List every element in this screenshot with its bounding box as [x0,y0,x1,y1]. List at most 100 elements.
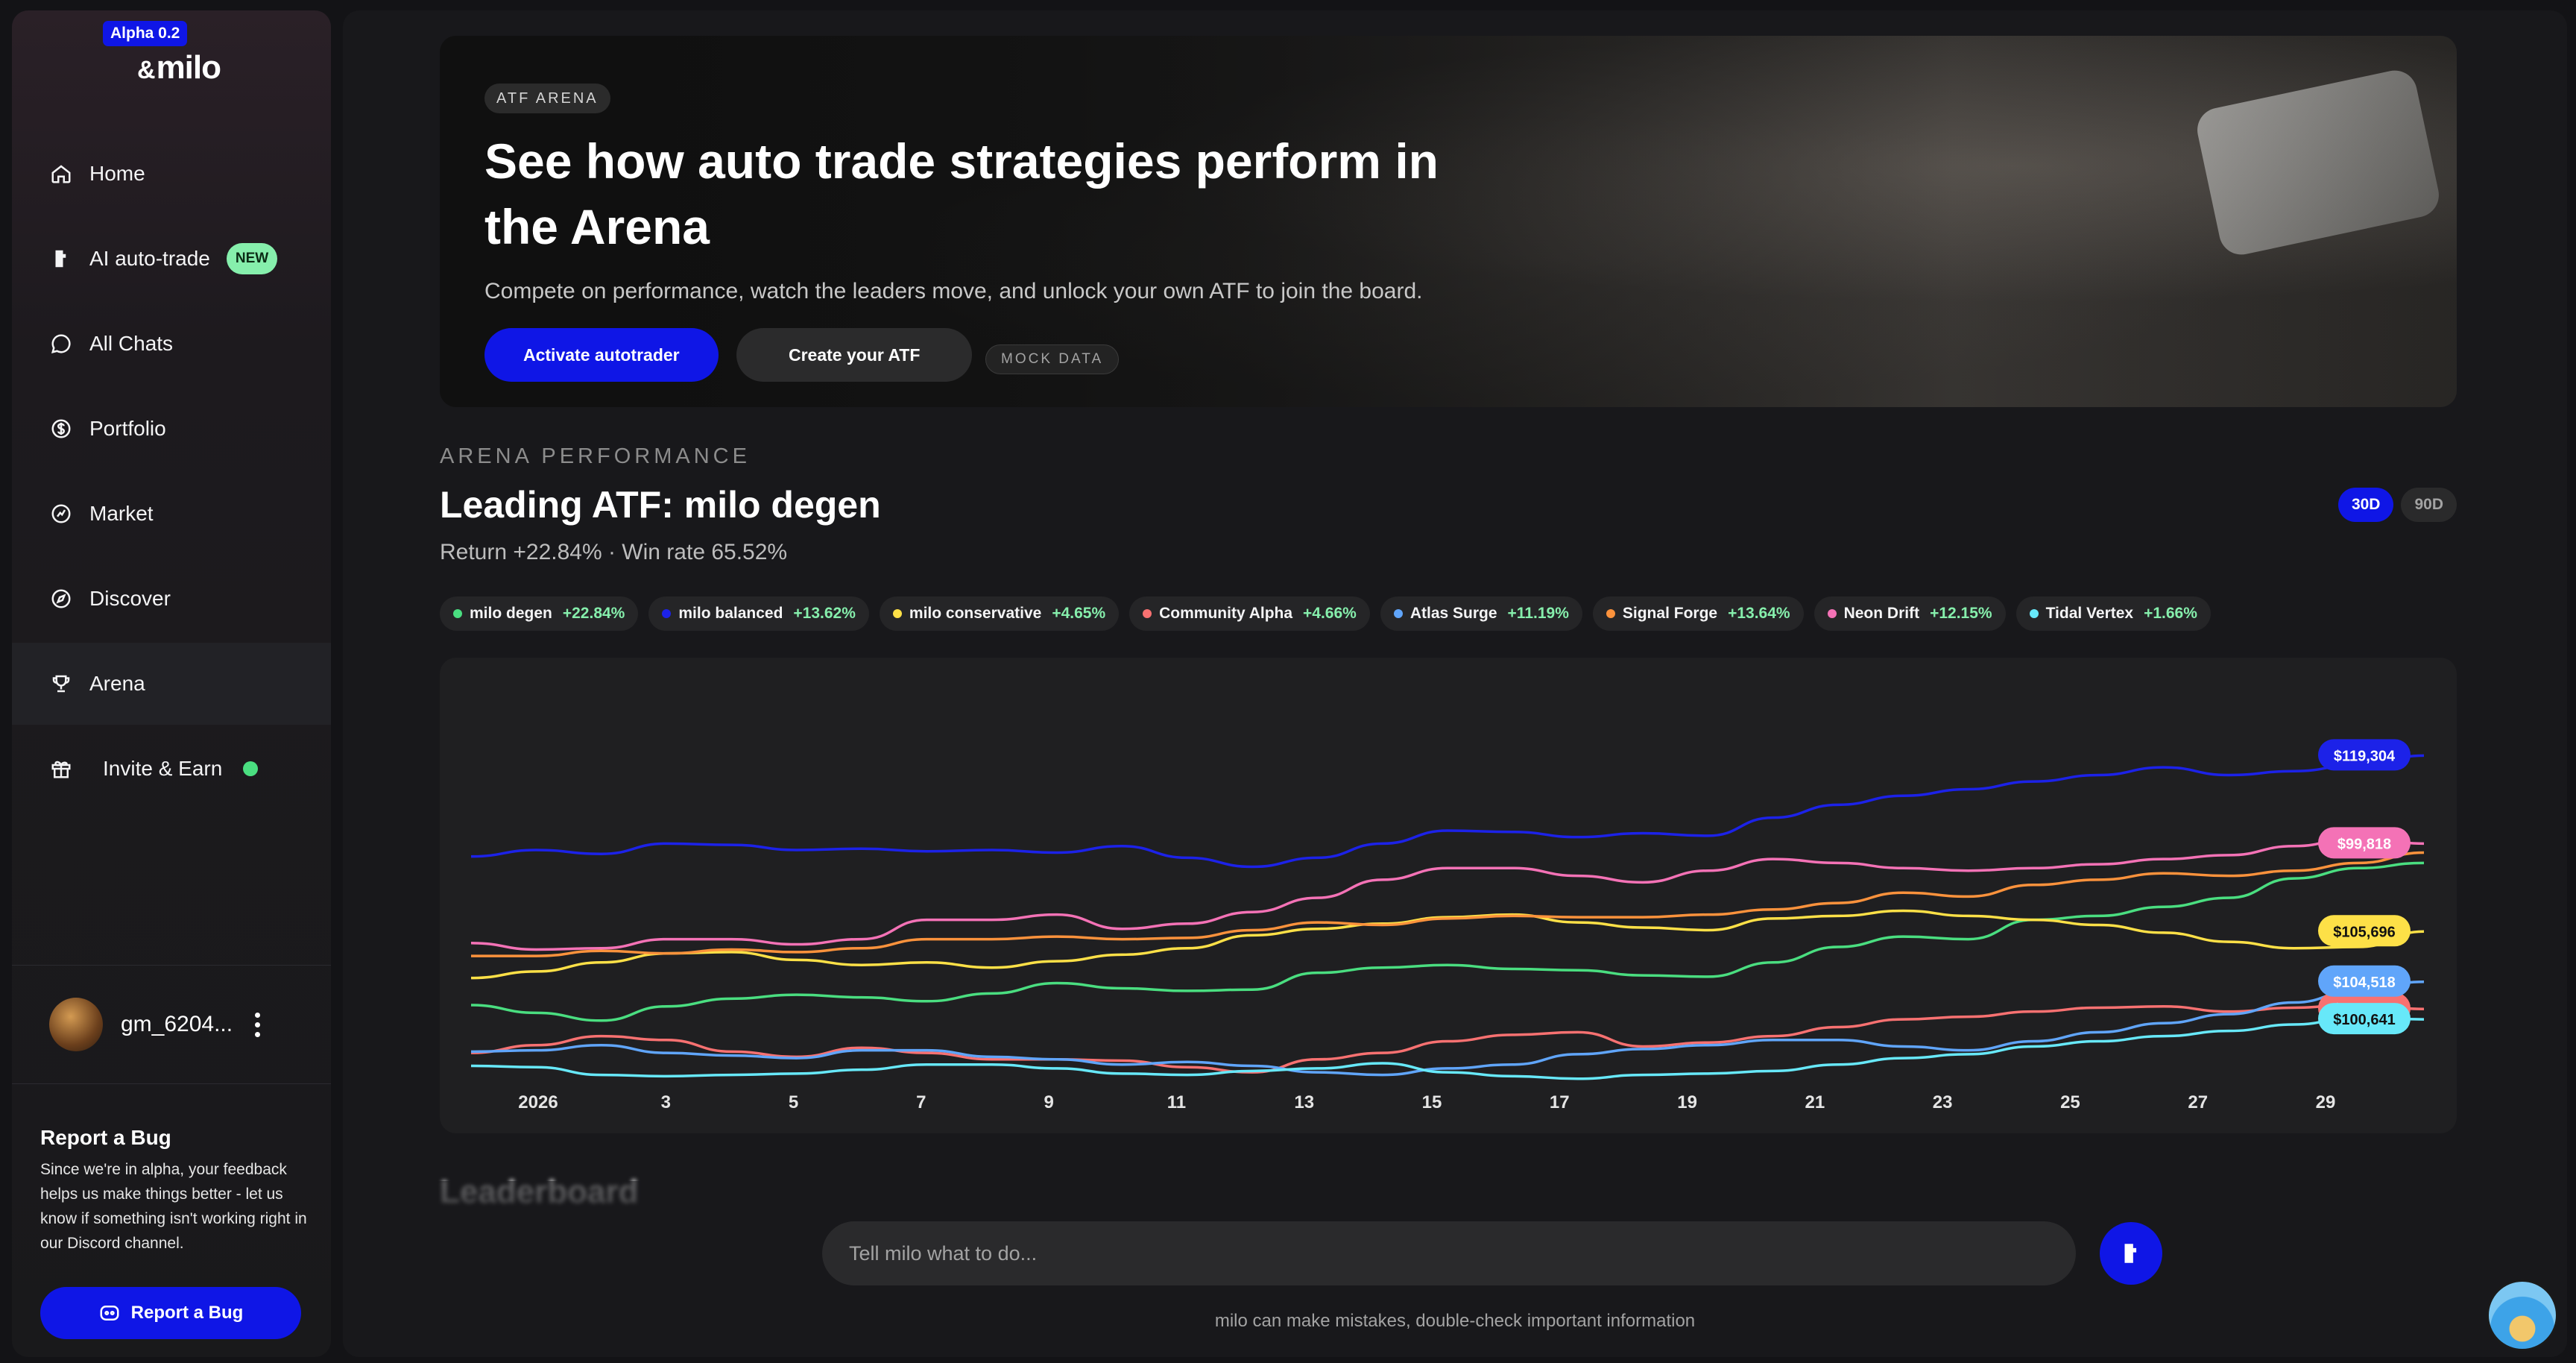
discord-icon [100,1306,119,1320]
legend-chip[interactable]: Atlas Surge +11.19% [1380,596,1582,631]
sidebar-item-market[interactable]: Market [12,473,331,555]
series-line [470,980,2425,1077]
send-button[interactable] [2100,1222,2162,1285]
sidebar-item-portfolio[interactable]: Portfolio [12,388,331,470]
disclaimer: milo can make mistakes, double-check imp… [1214,1311,1696,1331]
performance-chart-svg: $119,304$105,696$102,563$104,518$99,818$… [470,739,2425,1112]
x-tick-label: 3 [661,1092,671,1112]
legend-dot [1393,609,1403,618]
legend-return: +11.19% [1507,605,1569,622]
market-icon [48,500,75,527]
more-options-icon[interactable] [255,1012,261,1037]
svg-text:$105,696: $105,696 [2333,924,2395,940]
activate-autotrader-button[interactable]: Activate autotrader [484,328,719,382]
sidebar-item-label: Arena [89,672,145,695]
sidebar-item-discover[interactable]: Discover [12,558,331,640]
sidebar: Alpha 0.2 &milo Home AI auto-trade NEW A… [12,10,331,1357]
legend-dot [1827,609,1837,618]
legend-name: Atlas Surge [1409,605,1497,622]
legend-name: milo degen [470,605,552,622]
sidebar-item-home[interactable]: Home [12,133,331,215]
range-90d-button[interactable]: 90D [2401,488,2457,522]
x-tick-label: 5 [789,1092,798,1112]
chat-icon [48,330,75,357]
atf-send-icon [2124,1244,2137,1263]
legend-chip[interactable]: Signal Forge +13.64% [1592,596,1804,631]
legend-chip[interactable]: milo conservative +4.65% [879,596,1120,631]
legend-name: Community Alpha [1159,605,1293,622]
x-tick-label: 2026 [518,1092,558,1112]
chat-input[interactable]: Tell milo what to do... [822,1221,2076,1285]
sidebar-item-invite-earn[interactable]: Invite & Earn [12,728,331,810]
compass-icon [48,585,75,612]
hero-title: See how auto trade strategies perform in… [484,133,1439,254]
logo-amp: & [137,56,156,84]
user-profile[interactable]: gm_6204... [12,965,331,1084]
sidebar-nav: Home AI auto-trade NEW All Chats Portfol… [12,133,331,813]
series-line [470,754,2425,869]
create-atf-button[interactable]: Create your ATF [736,328,973,382]
sidebar-item-ai-auto-trade[interactable]: AI auto-trade NEW [12,218,331,300]
x-tick-label: 21 [1805,1092,1825,1112]
gift-icon [48,755,75,782]
sidebar-item-label: Discover [89,587,171,610]
x-tick-label: 29 [2316,1092,2336,1112]
sidebar-item-label: All Chats [89,332,174,355]
legend-name: Tidal Vertex [2045,605,2134,622]
legend-return: +13.62% [793,605,856,622]
assistant-avatar[interactable] [2487,1279,2558,1351]
trophy-icon [48,670,75,697]
sidebar-item-arena[interactable]: Arena [12,643,331,725]
dollar-circle-icon [48,415,75,442]
leading-atf-title: Leading ATF: milo degen [440,484,881,526]
report-bug-title: Report a Bug [40,1126,171,1149]
series-line [470,861,2425,1022]
legend-chip[interactable]: Community Alpha +4.66% [1129,596,1370,631]
report-bug-button[interactable]: Report a Bug [40,1287,301,1339]
report-bug-text: Since we're in alpha, your feedback help… [40,1161,307,1252]
svg-text:$100,641: $100,641 [2333,1012,2395,1028]
chart-legend: milo degen +22.84% milo balanced +13.62% mil… [440,596,2211,631]
sidebar-item-label: Home [89,162,145,185]
legend-dot [662,609,672,618]
section-label: ARENA PERFORMANCE [440,444,751,468]
legend-dot [453,609,462,618]
new-badge: NEW [226,243,278,274]
legend-chip[interactable]: milo balanced +13.62% [648,596,869,631]
legend-dot [1606,609,1615,618]
legend-return: +1.66% [2144,605,2197,622]
x-tick-label: 15 [1422,1092,1442,1112]
legend-chip[interactable]: Tidal Vertex +1.66% [2015,596,2211,631]
legend-name: milo balanced [678,605,783,622]
svg-text:$119,304: $119,304 [2334,748,2396,764]
avatar[interactable] [49,998,103,1051]
sidebar-item-all-chats[interactable]: All Chats [12,303,331,385]
svg-text:$99,818: $99,818 [2337,836,2391,852]
legend-name: Signal Forge [1622,605,1718,622]
legend-name: Neon Drift [1843,605,1920,622]
main-content: ATF ARENA See how auto trade strategies … [343,10,2567,1357]
range-30d-button[interactable]: 30D [2337,488,2394,522]
x-tick-label: 23 [1933,1092,1953,1112]
legend-chip[interactable]: milo degen +22.84% [440,596,639,631]
series-end-label: $99,818 [2318,827,2411,859]
legend-return: +4.66% [1303,605,1357,622]
x-tick-label: 11 [1167,1092,1186,1112]
legend-chip[interactable]: Neon Drift +12.15% [1813,596,2006,631]
range-toggle: 30D 90D [2337,488,2457,522]
sidebar-item-label: Portfolio [89,417,166,440]
x-tick-label: 13 [1294,1092,1314,1112]
logo-text: milo [156,49,221,86]
x-tick-label: 7 [916,1092,926,1112]
app-logo[interactable]: &milo [137,49,221,86]
home-icon [48,160,75,187]
x-tick-label: 9 [1044,1092,1053,1112]
version-badge: Alpha 0.2 [103,21,188,46]
series-line [470,835,2425,951]
series-end-label: $105,696 [2318,915,2411,947]
report-bug-button-label: Report a Bug [130,1303,244,1323]
series-end-label: $100,641 [2318,1003,2411,1035]
performance-chart: $119,304$105,696$102,563$104,518$99,818$… [440,658,2457,1133]
x-tick-label: 19 [1677,1092,1697,1112]
legend-dot [2029,609,2039,618]
